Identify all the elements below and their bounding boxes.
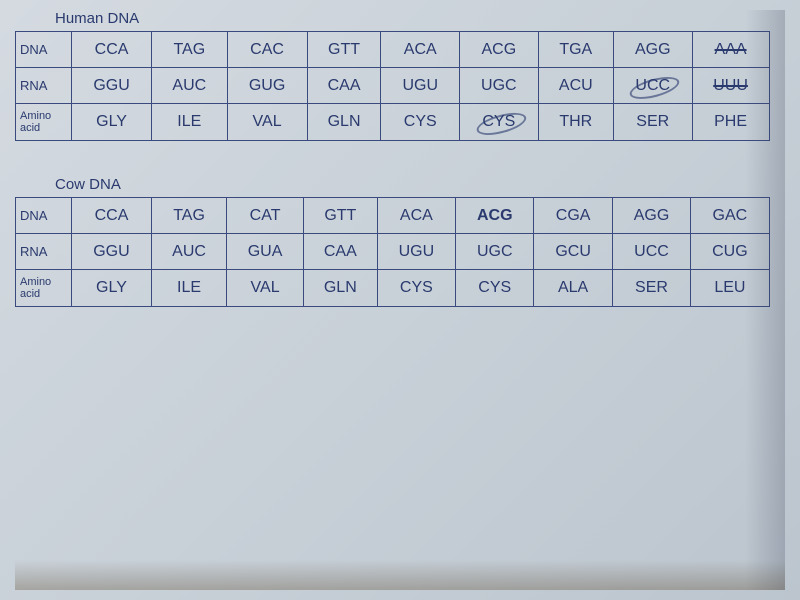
- rna-cell: UGC: [460, 68, 539, 104]
- rna-cell: UCC: [612, 234, 690, 270]
- dna-cell-overwritten: ACG: [456, 198, 534, 234]
- dna-cell: GTT: [303, 198, 377, 234]
- dna-cell: GTT: [307, 32, 381, 68]
- dna-cell: AGG: [613, 32, 692, 68]
- table-row: Amino acid GLY ILE VAL GLN CYS CYS ALA S…: [16, 270, 770, 307]
- dna-cell: TAG: [151, 198, 226, 234]
- table-row: RNA GGU AUC GUG CAA UGU UGC ACU UCC UUU: [16, 68, 770, 104]
- row-label: DNA: [16, 32, 72, 68]
- cow-title: Cow DNA: [55, 176, 785, 193]
- rna-cell: AUC: [151, 234, 226, 270]
- dna-cell: TGA: [538, 32, 613, 68]
- table-row: DNA CCA TAG CAT GTT ACA ACG CGA AGG GAC: [16, 198, 770, 234]
- dna-cell: CAT: [227, 198, 304, 234]
- amino-cell: CYS: [381, 104, 460, 141]
- rna-cell: GGU: [72, 234, 152, 270]
- rna-cell: CAA: [303, 234, 377, 270]
- amino-cell: GLN: [307, 104, 381, 141]
- rna-cell: GUG: [227, 68, 307, 104]
- rna-cell: UGC: [456, 234, 534, 270]
- row-label: Amino acid: [16, 104, 72, 141]
- human-title: Human DNA: [55, 10, 785, 27]
- amino-cell: ILE: [152, 104, 227, 141]
- dna-cell: CCA: [72, 32, 152, 68]
- rna-cell: UGU: [381, 68, 460, 104]
- rna-cell: AUC: [152, 68, 227, 104]
- amino-cell: GLN: [303, 270, 377, 307]
- table-row: Amino acid GLY ILE VAL GLN CYS CYS THR S…: [16, 104, 770, 141]
- dna-cell: ACA: [377, 198, 455, 234]
- amino-cell: SER: [613, 104, 692, 141]
- dna-cell: TAG: [152, 32, 227, 68]
- rna-cell: CAA: [307, 68, 381, 104]
- rna-cell: GGU: [72, 68, 152, 104]
- amino-cell-corrected: CYS: [460, 104, 539, 141]
- human-table: DNA CCA TAG CAC GTT ACA ACG TGA AGG AAA …: [15, 31, 770, 141]
- rna-cell-corrected: UCC: [613, 68, 692, 104]
- dna-cell: AGG: [612, 198, 690, 234]
- cow-table: DNA CCA TAG CAT GTT ACA ACG CGA AGG GAC …: [15, 197, 770, 307]
- desk-edge: [15, 560, 785, 590]
- table-row: DNA CCA TAG CAC GTT ACA ACG TGA AGG AAA: [16, 32, 770, 68]
- rna-cell: GCU: [534, 234, 612, 270]
- row-label: RNA: [16, 68, 72, 104]
- amino-cell: THR: [538, 104, 613, 141]
- amino-cell: VAL: [227, 270, 304, 307]
- rna-cell: GUA: [227, 234, 304, 270]
- amino-cell: ILE: [151, 270, 226, 307]
- amino-cell: CYS: [377, 270, 455, 307]
- dna-cell: ACG: [460, 32, 539, 68]
- dna-cell: ACA: [381, 32, 460, 68]
- dna-cell: CCA: [72, 198, 152, 234]
- rna-cell: UGU: [377, 234, 455, 270]
- amino-cell: ALA: [534, 270, 612, 307]
- table-row: RNA GGU AUC GUA CAA UGU UGC GCU UCC CUG: [16, 234, 770, 270]
- amino-cell: GLY: [72, 104, 152, 141]
- amino-cell: VAL: [227, 104, 307, 141]
- dna-cell: CGA: [534, 198, 612, 234]
- row-label: RNA: [16, 234, 72, 270]
- row-label: Amino acid: [16, 270, 72, 307]
- paper-shadow: [745, 10, 785, 590]
- rna-cell: ACU: [538, 68, 613, 104]
- amino-cell: CYS: [456, 270, 534, 307]
- row-label: DNA: [16, 198, 72, 234]
- paper-sheet: Human DNA DNA CCA TAG CAC GTT ACA ACG TG…: [15, 10, 785, 590]
- amino-cell: SER: [612, 270, 690, 307]
- amino-cell: GLY: [72, 270, 152, 307]
- dna-cell: CAC: [227, 32, 307, 68]
